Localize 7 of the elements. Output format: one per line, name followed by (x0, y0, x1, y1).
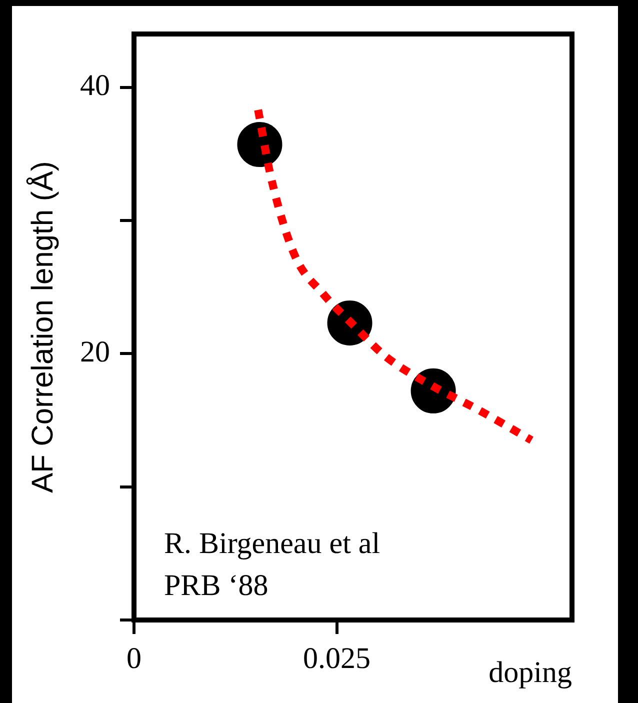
annotation: R. Birgeneau et al PRB ‘88 (164, 527, 380, 602)
x-axis-title: doping (488, 656, 572, 689)
y-tick-label: 20 (80, 336, 110, 369)
x-tick-label: 0.025 (303, 642, 371, 675)
y-axis-title: AF Correlation length (Å) (25, 161, 60, 493)
y-tick-label: 40 (80, 69, 110, 102)
x-tick-label: 0 (126, 642, 142, 675)
